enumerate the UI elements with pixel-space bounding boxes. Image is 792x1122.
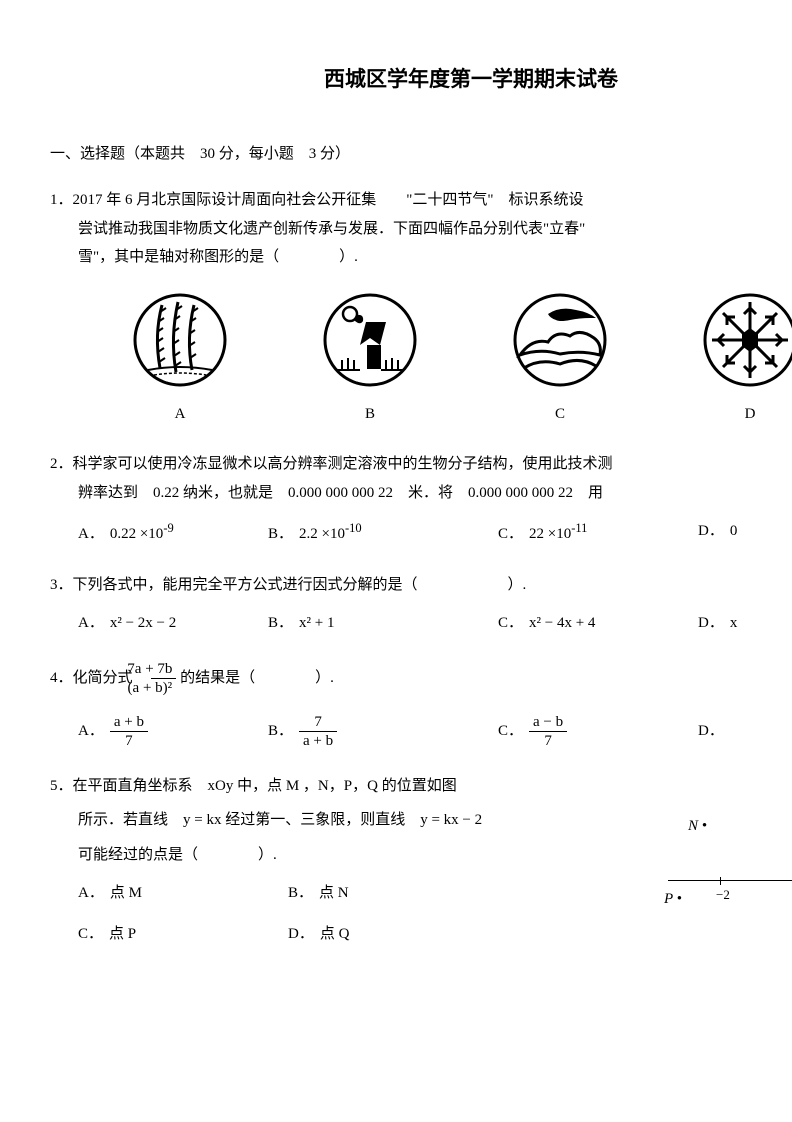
q5-graph: N • P • −2 xyxy=(682,772,792,882)
question-5: 5．在平面直角坐标系 xOy 中，点 M ，N，P，Q 的位置如图 所示．若直线… xyxy=(50,772,792,949)
q1-label-b: B xyxy=(365,400,375,429)
q5-opt-d: D．点 Q xyxy=(288,920,349,949)
q4-opt-c: C．a − b7 xyxy=(498,713,688,750)
q1-figures: A B xyxy=(50,290,792,429)
q5-line1: 5．在平面直角坐标系 xOy 中，点 M ，N，P，Q 的位置如图 xyxy=(50,772,682,801)
q4-opt-d: D． xyxy=(698,717,730,746)
section-heading: 一、选择题（本题共 30 分，每小题 3 分） xyxy=(50,140,792,169)
q5-opt-c: C．点 P xyxy=(78,920,278,949)
q1-label-c: C xyxy=(555,400,565,429)
q5-tick: −2 xyxy=(716,883,730,908)
daxue-icon xyxy=(700,290,792,390)
q1-line1: 1．2017 年 6 月北京国际设计周面向社会公开征集 "二十四节气" 标识系统… xyxy=(50,186,792,215)
q5-line3: 可能经过的点是（ ）. xyxy=(50,841,682,870)
q1-line3: 雪"，其中是轴对称图形的是（ ）. xyxy=(50,243,792,272)
q5-point-p: P • xyxy=(664,885,682,914)
q2-line2: 辨率达到 0.22 纳米，也就是 0.000 000 000 22 米．将 0.… xyxy=(50,479,792,508)
q5-point-n: N • xyxy=(682,812,792,841)
q4-opt-b: B．7a + b xyxy=(268,713,488,750)
q1-label-a: A xyxy=(175,400,186,429)
q1-line2: 尝试推动我国非物质文化遗产创新传承与发展．下面四幅作品分别代表"立春" xyxy=(50,215,792,244)
q5-opt-b: B．点 N xyxy=(288,879,349,908)
q1-fig-c: C xyxy=(510,290,610,429)
q3-line1: 3．下列各式中，能用完全平方公式进行因式分解的是（ ）. xyxy=(50,571,792,600)
q3-opt-b: B．x² + 1 xyxy=(268,609,488,638)
q2-opt-a: A．0.22 ×10-9 xyxy=(78,517,258,549)
q2-line1: 2．科学家可以使用冷冻显微术以高分辨率测定溶液中的生物分子结构，使用此技术测 xyxy=(50,450,792,479)
q1-fig-a: A xyxy=(130,290,230,429)
q2-opt-c: C．22 ×10-11 xyxy=(498,517,688,549)
question-1: 1．2017 年 6 月北京国际设计周面向社会公开征集 "二十四节气" 标识系统… xyxy=(50,186,792,428)
q3-opt-c: C．x² − 4x + 4 xyxy=(498,609,688,638)
q3-opt-a: A．x² − 2x − 2 xyxy=(78,609,258,638)
q2-opt-b: B．2.2 ×10-10 xyxy=(268,517,488,549)
q1-fig-d: D xyxy=(700,290,792,429)
bailu-icon xyxy=(510,290,610,390)
q5-line2: 所示．若直线 y = kx 经过第一、三象限，则直线 y = kx − 2 xyxy=(50,806,682,835)
q4-line1: 4．化简分式 7a + 7b(a + b)² 的结果是（ ）. xyxy=(50,660,792,697)
q4-opt-a: A．a + b7 xyxy=(78,713,258,750)
q2-opt-d: D．0 xyxy=(698,517,737,549)
q1-label-d: D xyxy=(745,400,756,429)
question-4: 4．化简分式 7a + 7b(a + b)² 的结果是（ ）. A．a + b7… xyxy=(50,660,792,750)
q1-fig-b: B xyxy=(320,290,420,429)
q3-opt-d: D．x xyxy=(698,609,737,638)
mangzhong-icon xyxy=(320,290,420,390)
page-title: 西城区学年度第一学期期末试卷 xyxy=(50,60,792,100)
question-2: 2．科学家可以使用冷冻显微术以高分辨率测定溶液中的生物分子结构，使用此技术测 辨… xyxy=(50,450,792,549)
question-3: 3．下列各式中，能用完全平方公式进行因式分解的是（ ）. A．x² − 2x −… xyxy=(50,571,792,638)
lichun-icon xyxy=(130,290,230,390)
q5-opt-a: A．点 M xyxy=(78,879,278,908)
q4-main-frac: 7a + 7b(a + b)² xyxy=(151,660,176,697)
